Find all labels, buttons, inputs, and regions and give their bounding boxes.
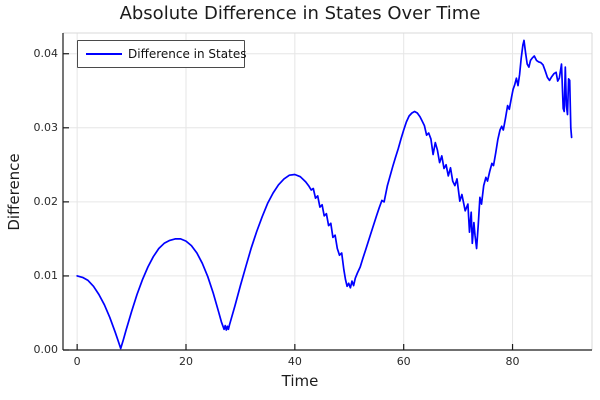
legend-entry-label: Difference in States [128,47,247,61]
x-tick-label: 40 [287,355,302,368]
x-tick-label: 80 [505,355,520,368]
x-tick-label: 0 [73,355,81,368]
x-tick-label: 60 [396,355,411,368]
legend-line-sample-icon [86,53,122,55]
y-axis-label: Difference [5,153,23,231]
x-tick-label: 20 [178,355,193,368]
data-line-difference-in-states [76,39,573,350]
legend-box: Difference in States [77,40,247,68]
x-axis-label: Time [281,372,319,390]
y-tick-label: 0.04 [33,46,59,60]
y-tick-label: 0.02 [33,194,59,208]
y-tick-label: 0.01 [33,268,59,282]
y-tick-label: 0.00 [33,343,59,356]
chart-title: Absolute Difference in States Over Time [119,3,481,24]
y-tick-label: 0.03 [33,120,59,134]
